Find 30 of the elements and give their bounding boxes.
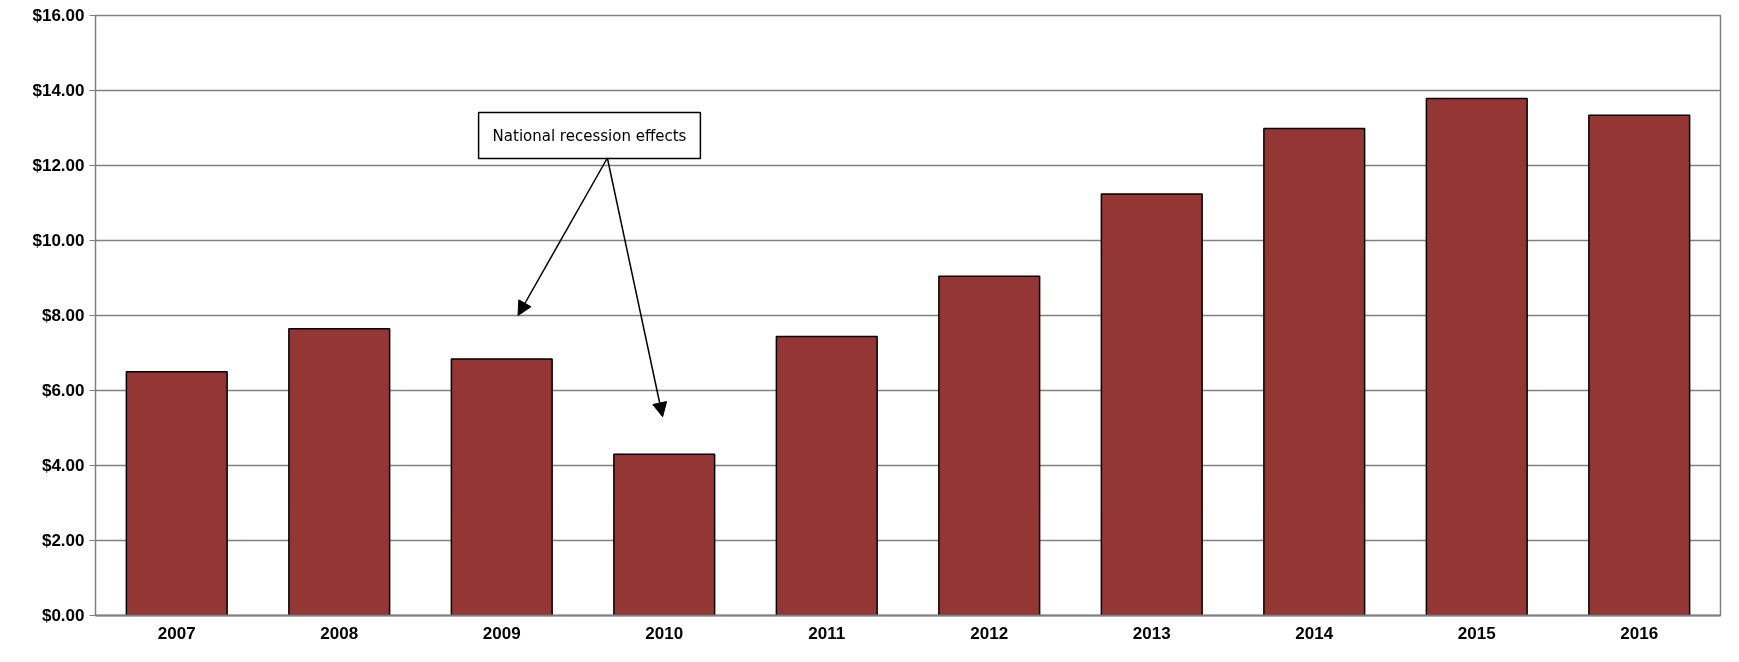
bar	[613, 453, 716, 616]
x-tick-label: 2009	[482, 623, 521, 643]
y-tick-label: $0.00	[41, 606, 85, 625]
x-tick-label: 2007	[157, 623, 196, 643]
bar	[125, 371, 228, 616]
y-tick-label: $12.00	[32, 156, 85, 175]
x-tick-label: 2016	[1620, 623, 1659, 643]
x-tick-label: 2012	[970, 623, 1009, 643]
x-tick-label: 2011	[808, 623, 846, 643]
y-tick-label: $6.00	[41, 381, 85, 400]
x-tick-label: 2013	[1132, 623, 1171, 643]
y-tick-label: $16.00	[32, 6, 85, 25]
bar	[288, 327, 391, 616]
y-tick-label: $14.00	[32, 81, 85, 100]
bar	[775, 335, 878, 616]
bar	[1263, 127, 1366, 616]
y-tick-label: $2.00	[41, 531, 85, 550]
x-tick-label: 2008	[320, 623, 359, 643]
bar	[1588, 114, 1691, 616]
x-tick-label: 2010	[645, 623, 684, 643]
bar	[450, 358, 553, 616]
x-tick-label: 2015	[1457, 623, 1496, 643]
bar	[1425, 97, 1528, 616]
x-tick-label: 2014	[1295, 623, 1334, 643]
y-tick-label: $10.00	[32, 231, 85, 250]
annotation: National recession effects	[492, 126, 687, 145]
bar	[938, 275, 1041, 616]
bar	[1100, 193, 1203, 616]
y-tick-label: $4.00	[41, 456, 85, 475]
y-tick-label: $8.00	[41, 306, 85, 325]
